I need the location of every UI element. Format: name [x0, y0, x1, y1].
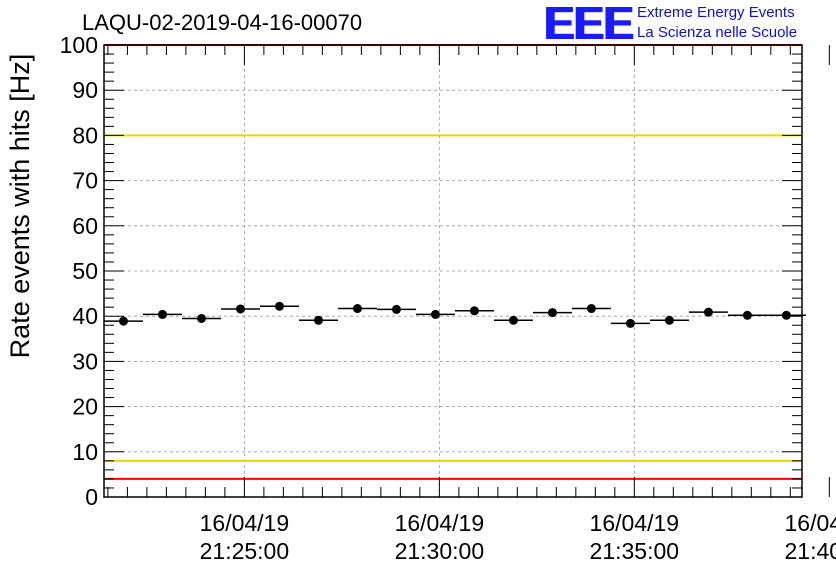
data-point [274, 301, 284, 311]
y-tick-label: 90 [72, 77, 98, 103]
data-point [391, 304, 401, 314]
y-tick-label: 80 [72, 122, 98, 148]
data-point [547, 308, 557, 318]
data-point [781, 310, 791, 320]
y-tick-label: 100 [60, 32, 98, 58]
y-axis-label: Rate events with hits [Hz] [5, 54, 35, 359]
data-points [104, 301, 806, 328]
data-point [235, 304, 245, 314]
data-point [313, 315, 323, 325]
x-tick-date: 16/04/19 [590, 510, 680, 536]
data-point [703, 307, 713, 317]
reference-lines [104, 44, 802, 480]
data-point [196, 313, 206, 323]
data-point [157, 309, 167, 319]
data-point [430, 309, 440, 319]
logo-text-line2: La Scienza nelle Scuole [637, 24, 798, 41]
data-point [586, 304, 596, 314]
x-tick-time: 21:30:00 [395, 538, 485, 564]
data-point [469, 306, 479, 316]
data-point [742, 310, 752, 320]
eee-logo: EEE [543, 0, 633, 49]
logo-text-line1: Extreme Energy Events [637, 4, 795, 21]
data-point [352, 304, 362, 314]
y-tick-label: 10 [72, 439, 98, 465]
grid [104, 45, 802, 497]
data-point [625, 318, 635, 328]
x-tick-time: 21:35:00 [590, 538, 680, 564]
axis-ticks [104, 44, 830, 498]
x-tick-labels: 16/04/1921:25:0016/04/1921:30:0016/04/19… [200, 510, 836, 564]
y-tick-label: 60 [72, 213, 98, 239]
y-tick-label: 30 [72, 348, 98, 374]
y-tick-label: 40 [72, 303, 98, 329]
data-point [508, 315, 518, 325]
chart-title: LAQU-02-2019-04-16-00070 [82, 10, 363, 35]
y-tick-label: 20 [72, 394, 98, 420]
data-point [118, 316, 128, 326]
x-tick-date: 16/04/19 [200, 510, 290, 536]
x-tick-date: 16/04/19 [785, 510, 836, 536]
y-tick-label: 50 [72, 258, 98, 284]
y-tick-labels: 0 10 20 30 40 50 60 70 80 90 100 [60, 32, 98, 510]
y-tick-label: 70 [72, 168, 98, 194]
x-tick-time: 21:40:00 [785, 538, 836, 564]
x-tick-time: 21:25:00 [200, 538, 290, 564]
data-point [664, 315, 674, 325]
y-tick-label: 0 [85, 484, 98, 510]
x-tick-date: 16/04/19 [395, 510, 485, 536]
